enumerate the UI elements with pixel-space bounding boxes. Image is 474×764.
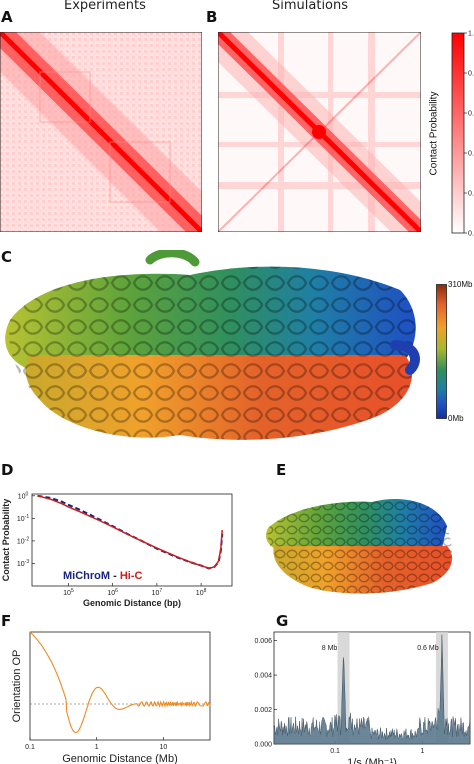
y-tick-label: 10-2	[17, 536, 29, 545]
panel-d-label: D	[1, 461, 14, 479]
panel-e-label: E	[276, 461, 287, 479]
panel-b-title: Simulations	[272, 0, 349, 13]
colorbar-genome	[436, 284, 447, 419]
x-tick-label: 108	[196, 588, 207, 597]
panel-b-label: B	[206, 8, 218, 26]
peak-annotation: 0.6 Mb	[417, 645, 439, 652]
x-tick-label: 106	[107, 588, 118, 597]
chart-d: 105 106 107 108 100 10-1 10-2 10-3 Genomic Dista…	[1, 491, 233, 608]
chromosome-3d-structure	[5, 250, 420, 440]
peak-annotation: 8 Mb	[322, 645, 338, 652]
colorbar-genome-bottom: 0Mb	[448, 414, 464, 423]
panel-c-label: C	[1, 248, 13, 266]
panel-a-title: Experiments	[64, 0, 146, 13]
series-hic-line	[37, 495, 223, 570]
x-axis-label: 1/s (Mb⁻¹)	[347, 757, 397, 764]
x-axis-label: Genomic Distance (Mb)	[62, 753, 178, 764]
colorbar-tick-label: 0.0	[468, 231, 474, 237]
y-tick-label: 0.006	[254, 638, 272, 645]
colorbar-tick-label: 0.4	[468, 151, 474, 158]
x-tick-label: 10	[159, 744, 167, 751]
orientation-op-line	[29, 631, 211, 734]
legend-d: MiChroM - Hi-C	[63, 570, 142, 582]
y-tick-label: 10-3	[17, 559, 29, 568]
colorbar-tick-label: 0.2	[468, 191, 474, 198]
legend-michrom: MiChroM	[63, 570, 111, 582]
heatmap-experiments	[0, 32, 202, 232]
y-tick-label: 0.004	[254, 673, 272, 680]
colorbar-genome-top: 310Mb	[448, 280, 473, 289]
panel-f-label: F	[1, 612, 12, 630]
x-axis-label: Genomic Distance (bp)	[83, 598, 181, 608]
legend-dash: -	[113, 570, 117, 582]
spectrum-area	[273, 634, 471, 745]
x-tick-label: 107	[152, 588, 163, 597]
legend-hic: Hi-C	[119, 570, 143, 582]
heatmap-simulations	[218, 32, 421, 232]
y-axis-label: Contact Probability	[1, 499, 11, 582]
x-tick-label: 105	[63, 588, 74, 597]
panel-g-label: G	[276, 612, 289, 630]
chart-f: 0.1 1 10 Genomic Distance (Mb) Orientation O…	[11, 631, 211, 764]
y-axis-label: Orientation OP	[11, 650, 23, 723]
panel-a-label: A	[1, 8, 13, 26]
colorbar-contact-label: Contact Probability	[428, 91, 440, 176]
x-tick-label: 0.1	[25, 744, 35, 751]
colorbar-tick-label: 0.8	[468, 71, 474, 78]
chart-g: 0.000 0.002 0.004 0.006 0.1 1 8 Mb 0.6 Mb 1/s (M…	[254, 631, 471, 764]
x-tick-label: 1	[421, 748, 425, 755]
x-tick-label: 1	[95, 744, 99, 751]
y-tick-label: 0.002	[254, 707, 272, 714]
chromosome-3d-small	[266, 499, 452, 594]
plot-frame	[31, 493, 233, 587]
colorbar-contact: 1.0 0.8 0.6 0.4 0.2 0.0	[451, 31, 474, 237]
y-tick-label: 0.000	[254, 742, 272, 749]
y-tick-label: 100	[18, 491, 29, 500]
colorbar-tick-label: 0.6	[468, 111, 474, 118]
plot-frame	[29, 631, 211, 741]
colorbar-tick-label: 1.0	[468, 31, 474, 38]
y-tick-label: 10-1	[17, 514, 29, 523]
x-tick-label: 0.1	[330, 748, 340, 755]
